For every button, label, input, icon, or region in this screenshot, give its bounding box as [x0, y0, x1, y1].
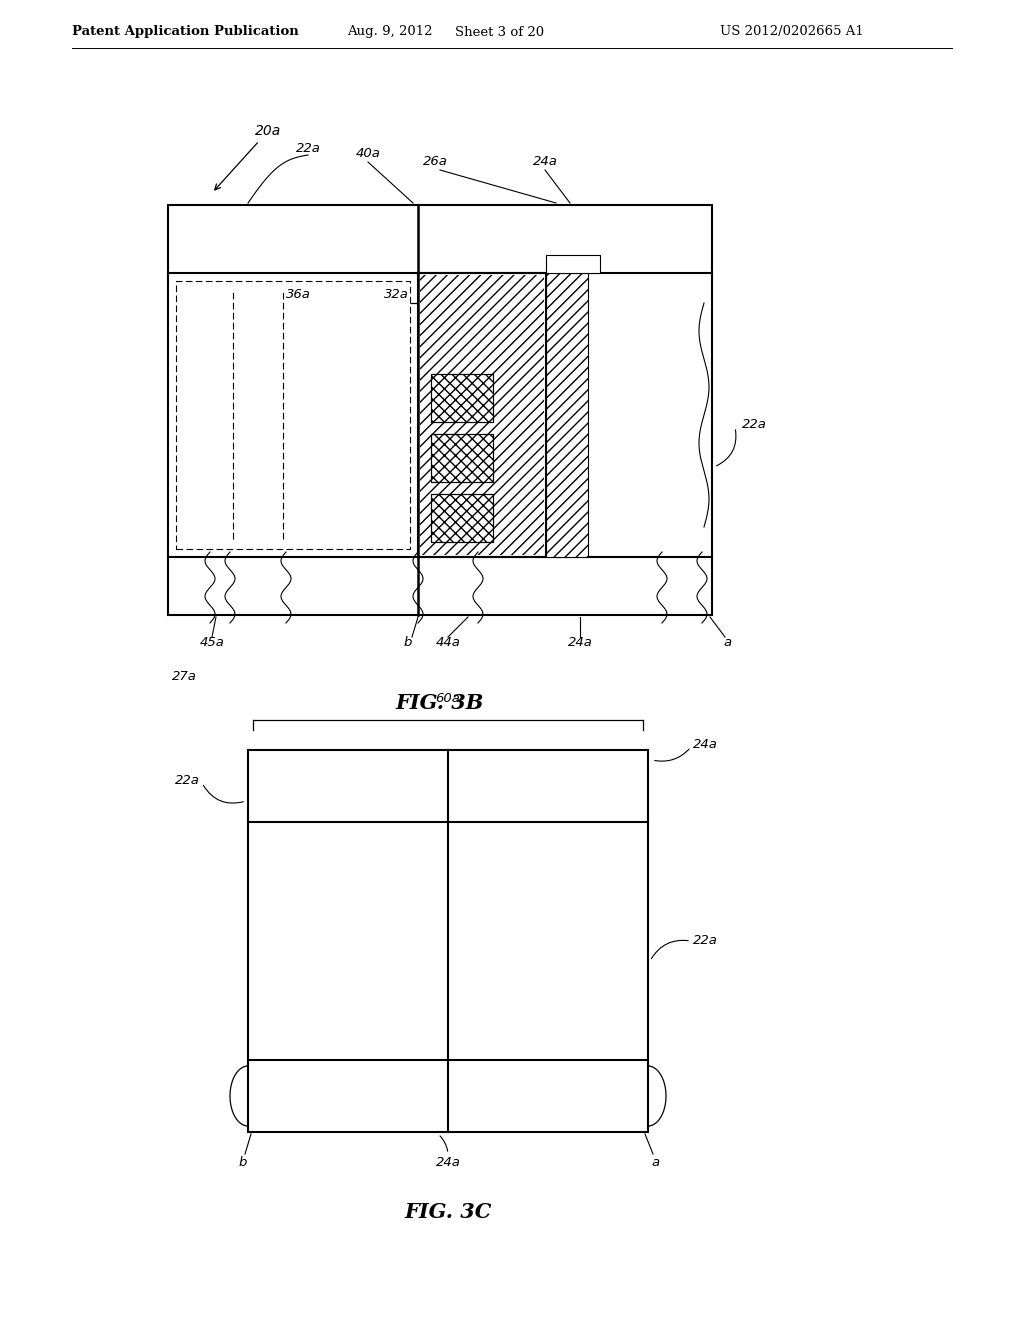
- Bar: [248, 750, 648, 1133]
- Text: 44a: 44a: [435, 636, 461, 649]
- Text: a: a: [652, 1155, 660, 1168]
- Text: 26a: 26a: [423, 154, 447, 168]
- Text: 22a: 22a: [175, 775, 200, 788]
- Text: b: b: [403, 636, 413, 649]
- Bar: [546, 273, 588, 557]
- Text: Patent Application Publication: Patent Application Publication: [72, 25, 299, 38]
- Bar: [176, 281, 410, 549]
- Text: 36a: 36a: [286, 289, 310, 301]
- Text: FIG. 3C: FIG. 3C: [404, 1203, 492, 1222]
- Text: 45a: 45a: [200, 636, 224, 649]
- Text: Aug. 9, 2012: Aug. 9, 2012: [347, 25, 433, 38]
- Bar: [431, 434, 493, 482]
- Bar: [431, 374, 493, 422]
- Text: 24a: 24a: [693, 738, 718, 751]
- Text: 22a: 22a: [742, 418, 767, 432]
- Text: Sheet 3 of 20: Sheet 3 of 20: [456, 25, 545, 38]
- Text: 40a: 40a: [355, 147, 381, 160]
- Text: 60a: 60a: [435, 692, 461, 705]
- Bar: [418, 273, 546, 557]
- Bar: [168, 205, 712, 615]
- Text: 22a: 22a: [693, 935, 718, 948]
- Text: b: b: [239, 1155, 247, 1168]
- Bar: [546, 255, 600, 273]
- Text: 32a: 32a: [384, 289, 409, 301]
- Text: 27a: 27a: [172, 671, 197, 684]
- Text: FIG. 3B: FIG. 3B: [396, 693, 484, 713]
- Text: 20a: 20a: [215, 124, 282, 190]
- Text: 24a: 24a: [532, 154, 557, 168]
- Bar: [431, 494, 493, 543]
- Text: 24a: 24a: [435, 1155, 461, 1168]
- Bar: [431, 494, 493, 543]
- Text: 24a: 24a: [567, 636, 593, 649]
- Text: US 2012/0202665 A1: US 2012/0202665 A1: [720, 25, 864, 38]
- Bar: [431, 374, 493, 422]
- Text: 22a: 22a: [296, 143, 321, 154]
- Text: a: a: [724, 636, 732, 649]
- Bar: [431, 434, 493, 482]
- Bar: [420, 275, 544, 554]
